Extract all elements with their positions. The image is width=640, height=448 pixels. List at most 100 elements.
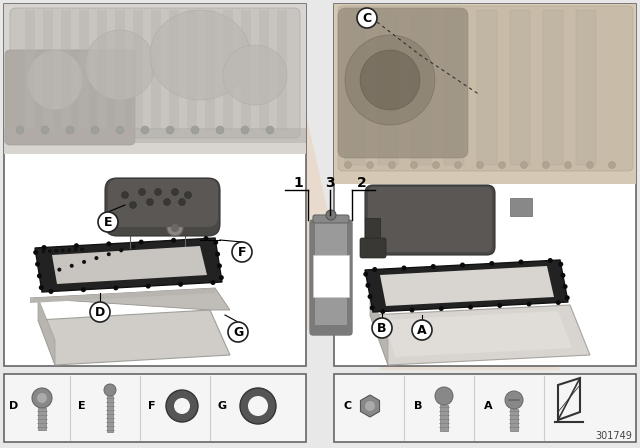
Circle shape: [113, 285, 118, 290]
Text: 2: 2: [357, 176, 367, 190]
Circle shape: [556, 300, 561, 305]
Bar: [61, 10, 71, 130]
Bar: [4, 4, 306, 154]
Circle shape: [37, 273, 42, 278]
Circle shape: [527, 302, 531, 306]
Circle shape: [58, 267, 61, 271]
Circle shape: [131, 245, 136, 249]
Text: E: E: [104, 215, 112, 228]
Bar: [151, 10, 161, 130]
Circle shape: [139, 240, 144, 245]
Circle shape: [95, 256, 99, 260]
Circle shape: [489, 261, 494, 266]
Circle shape: [66, 126, 74, 134]
Circle shape: [141, 126, 149, 134]
Text: B: B: [414, 401, 422, 411]
Circle shape: [106, 241, 111, 246]
Circle shape: [266, 126, 274, 134]
FancyBboxPatch shape: [105, 178, 220, 236]
FancyBboxPatch shape: [310, 220, 352, 335]
Circle shape: [16, 126, 24, 134]
Circle shape: [388, 161, 396, 168]
Polygon shape: [360, 395, 380, 417]
Circle shape: [82, 260, 86, 264]
Circle shape: [104, 384, 116, 396]
Text: 1: 1: [293, 176, 303, 190]
Circle shape: [365, 401, 375, 411]
Bar: [334, 4, 636, 366]
Polygon shape: [365, 260, 568, 312]
Circle shape: [543, 161, 550, 168]
Circle shape: [357, 8, 377, 28]
Circle shape: [586, 161, 593, 168]
Polygon shape: [385, 311, 572, 357]
Bar: [79, 10, 89, 130]
Circle shape: [561, 273, 565, 278]
Text: F: F: [237, 246, 246, 258]
Bar: [444, 10, 464, 165]
Circle shape: [563, 284, 568, 289]
Circle shape: [48, 249, 52, 253]
Circle shape: [42, 250, 45, 254]
Ellipse shape: [223, 45, 287, 105]
Circle shape: [119, 248, 123, 252]
Circle shape: [91, 126, 99, 134]
FancyBboxPatch shape: [368, 187, 492, 252]
Circle shape: [138, 189, 145, 195]
Circle shape: [178, 282, 183, 287]
Circle shape: [548, 258, 553, 263]
Circle shape: [32, 388, 52, 408]
Circle shape: [98, 212, 118, 232]
Circle shape: [171, 238, 176, 243]
Circle shape: [191, 126, 199, 134]
Circle shape: [240, 388, 276, 424]
Circle shape: [228, 322, 248, 342]
Bar: [576, 10, 596, 165]
Bar: [365, 218, 380, 246]
Circle shape: [564, 295, 570, 300]
Text: A: A: [484, 401, 492, 411]
Bar: [277, 10, 287, 130]
Bar: [25, 10, 35, 130]
FancyBboxPatch shape: [5, 50, 135, 145]
Circle shape: [412, 320, 432, 340]
Circle shape: [364, 271, 368, 277]
Bar: [38, 408, 46, 430]
Ellipse shape: [27, 50, 83, 110]
Bar: [259, 10, 269, 130]
FancyBboxPatch shape: [313, 215, 349, 223]
Circle shape: [439, 306, 444, 311]
Circle shape: [166, 126, 174, 134]
Bar: [510, 409, 518, 431]
FancyBboxPatch shape: [108, 179, 218, 227]
Circle shape: [564, 161, 572, 168]
Polygon shape: [370, 292, 388, 365]
Circle shape: [42, 245, 47, 250]
Circle shape: [217, 263, 222, 268]
Polygon shape: [30, 288, 215, 303]
Circle shape: [367, 294, 372, 299]
Circle shape: [70, 264, 74, 268]
Bar: [378, 10, 398, 165]
Bar: [169, 10, 179, 130]
Circle shape: [558, 262, 563, 267]
Bar: [510, 10, 530, 165]
Circle shape: [39, 285, 44, 290]
Circle shape: [460, 263, 465, 267]
Text: G: G: [233, 326, 243, 339]
Bar: [187, 10, 197, 130]
Circle shape: [518, 259, 524, 264]
Circle shape: [74, 243, 79, 248]
Text: A: A: [417, 323, 427, 336]
FancyBboxPatch shape: [338, 8, 468, 158]
Circle shape: [116, 126, 124, 134]
Circle shape: [179, 198, 186, 206]
Text: D: D: [95, 306, 105, 319]
Circle shape: [172, 189, 179, 195]
Bar: [4, 128, 306, 143]
Bar: [345, 10, 365, 165]
Circle shape: [74, 248, 77, 252]
Bar: [440, 405, 448, 431]
Bar: [411, 10, 431, 165]
Polygon shape: [52, 246, 207, 284]
